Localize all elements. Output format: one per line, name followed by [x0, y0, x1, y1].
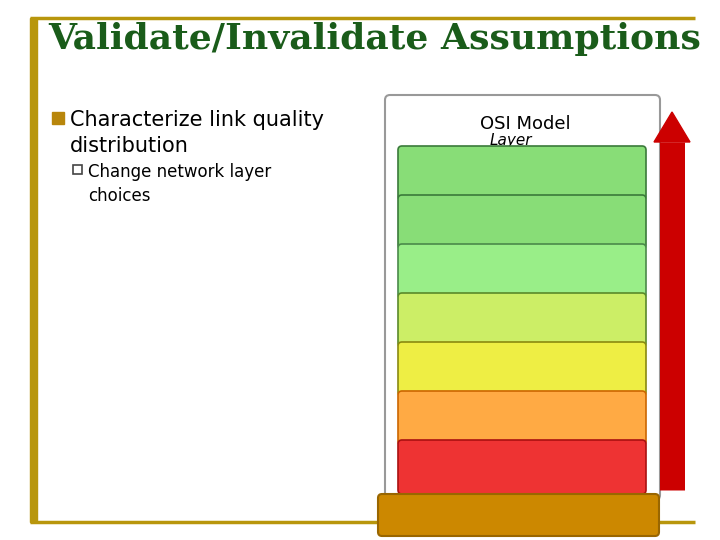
- Text: End-to-End Connections
and Reliability: End-to-End Connections and Reliability: [472, 319, 572, 338]
- FancyBboxPatch shape: [398, 440, 646, 494]
- Text: Physical: Physical: [490, 451, 554, 465]
- FancyBboxPatch shape: [398, 146, 646, 200]
- Text: Presentation: Presentation: [472, 206, 572, 220]
- Text: Transport: Transport: [484, 304, 560, 318]
- Text: Data Link: Data Link: [485, 402, 559, 416]
- FancyBboxPatch shape: [398, 293, 646, 347]
- FancyBboxPatch shape: [398, 391, 646, 445]
- Text: Characterize link quality
distribution: Characterize link quality distribution: [70, 110, 324, 157]
- Text: Hardware: Hardware: [469, 506, 567, 524]
- Text: Network Process to
Application: Network Process to Application: [482, 172, 562, 191]
- Text: Session: Session: [492, 255, 552, 269]
- FancyBboxPatch shape: [398, 342, 646, 396]
- Text: OSI Model: OSI Model: [480, 115, 571, 133]
- Text: Interhost Communication: Interhost Communication: [469, 275, 575, 284]
- FancyBboxPatch shape: [398, 195, 646, 249]
- Text: Validate/Invalidate Assumptions: Validate/Invalidate Assumptions: [48, 22, 701, 56]
- FancyBboxPatch shape: [30, 18, 37, 522]
- Text: Change network layer
choices: Change network layer choices: [88, 163, 271, 205]
- Text: Layer: Layer: [490, 133, 533, 148]
- FancyBboxPatch shape: [73, 165, 82, 174]
- Text: Network: Network: [489, 353, 555, 367]
- FancyBboxPatch shape: [398, 244, 646, 298]
- Text: Data Representation
and Encryption: Data Representation and Encryption: [479, 220, 565, 240]
- Polygon shape: [654, 112, 690, 142]
- Text: Media, Signal, and
Binary Transmission: Media, Signal, and Binary Transmission: [480, 465, 564, 485]
- Text: Path Determination
and IP (Logical Addressing): Path Determination and IP (Logical Addre…: [465, 368, 579, 387]
- Text: MAC and LLC
(Physical addressing): MAC and LLC (Physical addressing): [477, 416, 567, 436]
- FancyBboxPatch shape: [52, 112, 64, 124]
- Text: Application: Application: [478, 157, 566, 171]
- FancyBboxPatch shape: [385, 95, 660, 500]
- FancyBboxPatch shape: [378, 494, 659, 536]
